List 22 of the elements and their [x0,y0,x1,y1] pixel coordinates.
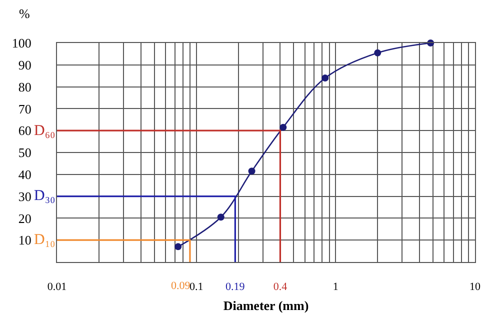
y-tick-label: 50 [18,145,32,160]
x-tick-label: 0.1 [189,281,204,294]
y-tick-label: 40 [18,166,32,182]
y-tick-label: 100 [12,36,32,51]
y-tick-label: 20 [18,210,32,226]
x-axis-title: Diameter (mm) [223,298,309,313]
series-label: D₃₀ [34,188,56,204]
x-tick-label: 0.01 [47,281,67,294]
y-tick-label: 90 [18,57,32,72]
series-label: D₆₀ [34,123,56,139]
series-label: D₁₀ [34,232,56,248]
y-tick-label: 70 [18,101,32,116]
y-tick-label: 30 [18,188,32,204]
y-tick-label: 80 [18,79,32,94]
x-tick-label: 0.4 [273,281,288,294]
y-axis-title: % [19,6,30,21]
y-tick-label: 10 [18,232,32,248]
x-tick-label: 10 [470,281,481,294]
y-tick-label: 60 [18,123,32,138]
x-tick-label: 1 [332,281,338,294]
x-tick-label: 0.19 [226,281,246,294]
annotation: 0.09 [171,280,191,292]
